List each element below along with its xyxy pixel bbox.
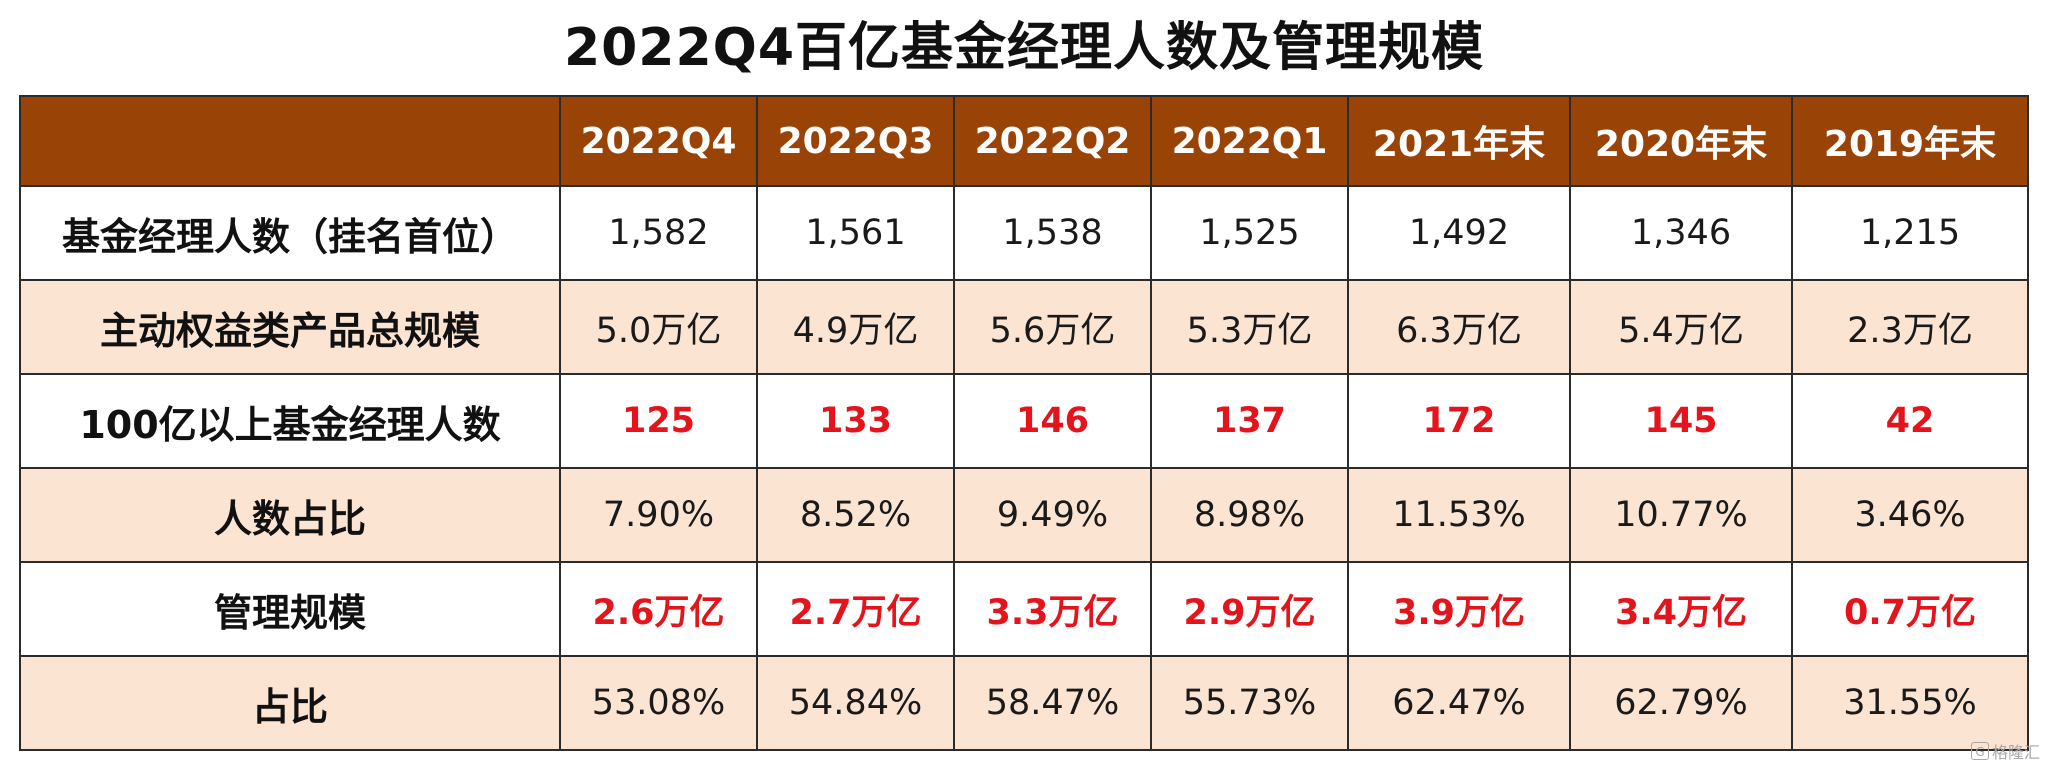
table-cell: 2.6万亿: [559, 561, 758, 657]
table-row-managed-scale: 管理规模 2.6万亿 2.7万亿 3.3万亿 2.9万亿 3.9万亿 3.4万亿…: [19, 561, 2029, 657]
table-cell: 7.90%: [559, 467, 758, 563]
table-cell: 54.84%: [756, 655, 955, 751]
table-cell: 31.55%: [1791, 655, 2029, 751]
table-cell: 5.0万亿: [559, 279, 758, 375]
column-header-2021-end: 2021年末: [1347, 95, 1571, 187]
table-cell: 2.7万亿: [756, 561, 955, 657]
row-label: 人数占比: [19, 467, 561, 563]
table-cell: 5.3万亿: [1150, 279, 1349, 375]
table-cell: 1,538: [953, 185, 1152, 281]
watermark-text: 格隆汇: [1991, 743, 2040, 762]
row-label: 100亿以上基金经理人数: [19, 373, 561, 469]
column-header-2022q1: 2022Q1: [1150, 95, 1349, 187]
table-cell: 55.73%: [1150, 655, 1349, 751]
table-cell: 8.98%: [1150, 467, 1349, 563]
row-label: 管理规模: [19, 561, 561, 657]
table-cell: 5.4万亿: [1569, 279, 1793, 375]
table-cell: 133: [756, 373, 955, 469]
table-row-manager-count: 基金经理人数（挂名首位） 1,582 1,561 1,538 1,525 1,4…: [19, 185, 2029, 281]
table-header-row: 2022Q4 2022Q3 2022Q2 2022Q1 2021年末 2020年…: [19, 95, 2029, 187]
table-header-corner: [19, 95, 561, 187]
column-header-2022q3: 2022Q3: [756, 95, 955, 187]
table-row-scale-ratio: 占比 53.08% 54.84% 58.47% 55.73% 62.47% 62…: [19, 655, 2029, 751]
data-table: 2022Q4 2022Q3 2022Q2 2022Q1 2021年末 2020年…: [19, 95, 2029, 751]
table-cell: 1,582: [559, 185, 758, 281]
table-row-100b-manager-count: 100亿以上基金经理人数 125 133 146 137 172 145 42: [19, 373, 2029, 469]
table-cell: 10.77%: [1569, 467, 1793, 563]
watermark-logo-icon: G: [1970, 742, 1989, 760]
table-cell: 3.4万亿: [1569, 561, 1793, 657]
table-cell: 0.7万亿: [1791, 561, 2029, 657]
table-cell: 42: [1791, 373, 2029, 469]
table-cell: 11.53%: [1347, 467, 1571, 563]
table-cell: 1,346: [1569, 185, 1793, 281]
table-row-active-equity-scale: 主动权益类产品总规模 5.0万亿 4.9万亿 5.6万亿 5.3万亿 6.3万亿…: [19, 279, 2029, 375]
table-cell: 53.08%: [559, 655, 758, 751]
table-cell: 5.6万亿: [953, 279, 1152, 375]
column-header-2020-end: 2020年末: [1569, 95, 1793, 187]
table-cell: 137: [1150, 373, 1349, 469]
table-cell: 1,525: [1150, 185, 1349, 281]
watermark: G 格隆汇: [1970, 739, 2040, 763]
table-cell: 8.52%: [756, 467, 955, 563]
table-cell: 146: [953, 373, 1152, 469]
table-cell: 2.9万亿: [1150, 561, 1349, 657]
table-cell: 3.3万亿: [953, 561, 1152, 657]
table-cell: 62.79%: [1569, 655, 1793, 751]
table-cell: 1,215: [1791, 185, 2029, 281]
page-title: 2022Q4百亿基金经理人数及管理规模: [563, 17, 1485, 78]
table-row-count-ratio: 人数占比 7.90% 8.52% 9.49% 8.98% 11.53% 10.7…: [19, 467, 2029, 563]
table-cell: 6.3万亿: [1347, 279, 1571, 375]
row-label: 占比: [19, 655, 561, 751]
table-cell: 58.47%: [953, 655, 1152, 751]
row-label: 基金经理人数（挂名首位）: [19, 185, 561, 281]
table-cell: 9.49%: [953, 467, 1152, 563]
table-cell: 4.9万亿: [756, 279, 955, 375]
table-cell: 1,561: [756, 185, 955, 281]
table-cell: 1,492: [1347, 185, 1571, 281]
column-header-2019-end: 2019年末: [1791, 95, 2029, 187]
table-cell: 2.3万亿: [1791, 279, 2029, 375]
table-cell: 3.46%: [1791, 467, 2029, 563]
row-label: 主动权益类产品总规模: [19, 279, 561, 375]
table-cell: 125: [559, 373, 758, 469]
column-header-2022q4: 2022Q4: [559, 95, 758, 187]
column-header-2022q2: 2022Q2: [953, 95, 1152, 187]
table-cell: 145: [1569, 373, 1793, 469]
table-cell: 172: [1347, 373, 1571, 469]
table-cell: 62.47%: [1347, 655, 1571, 751]
table-cell: 3.9万亿: [1347, 561, 1571, 657]
